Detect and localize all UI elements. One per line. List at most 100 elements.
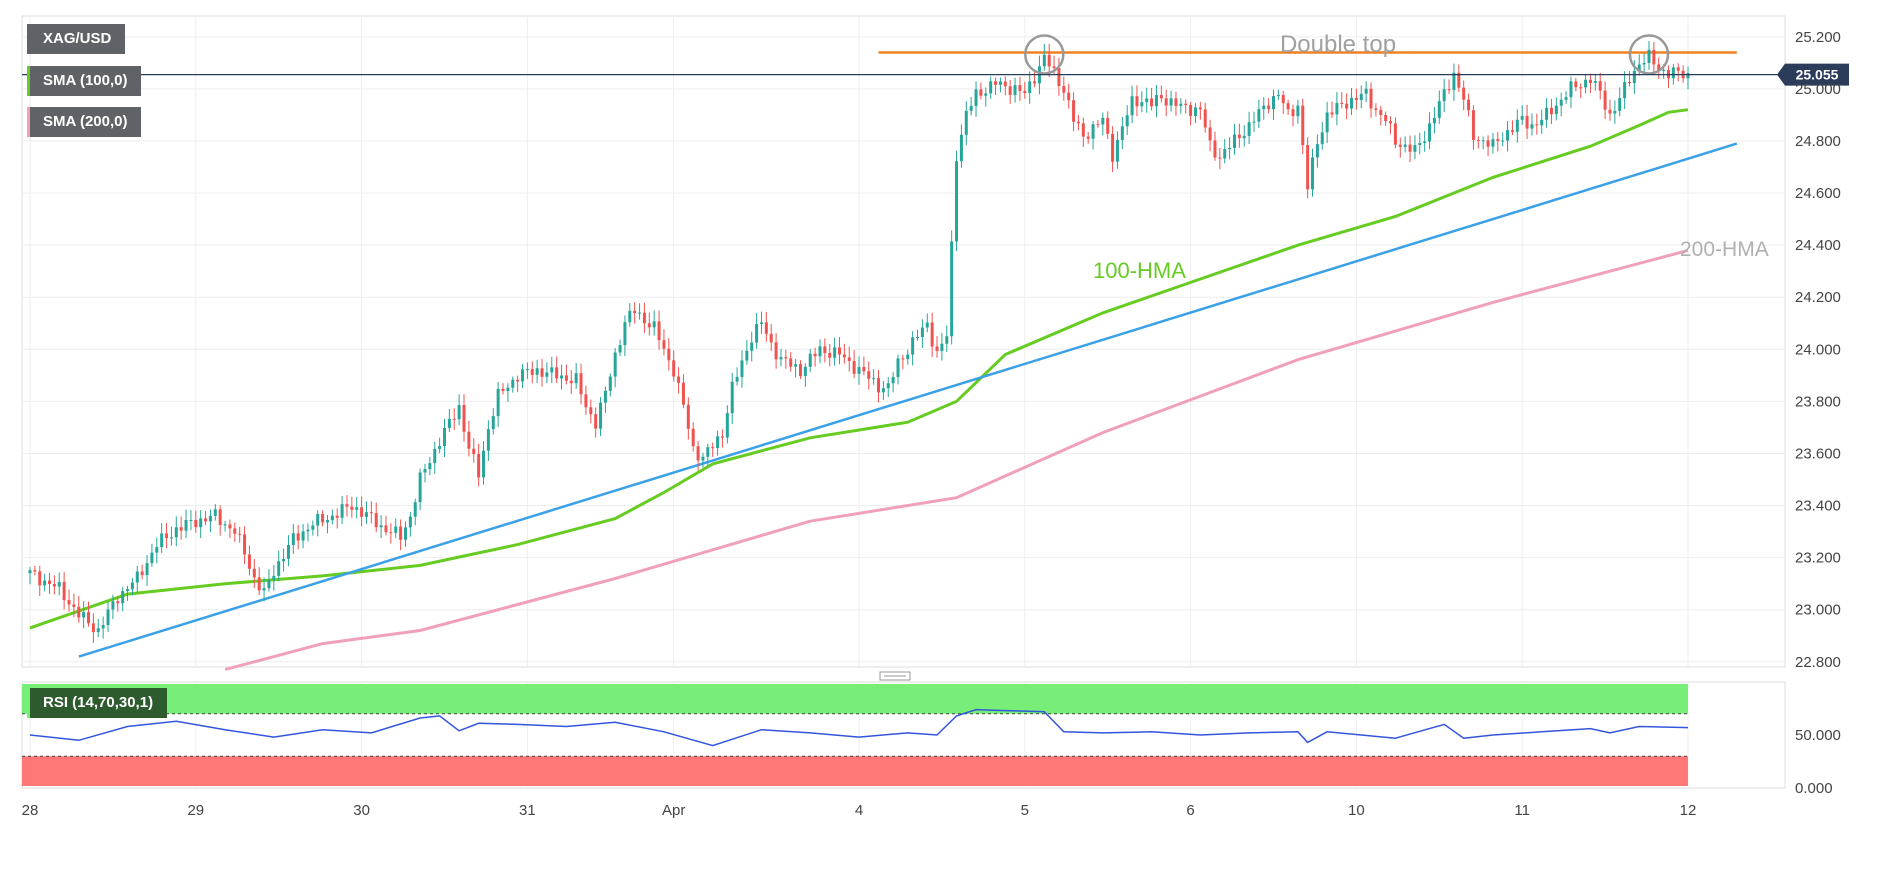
- candle: [979, 82, 983, 100]
- candle: [677, 367, 681, 394]
- candle: [1369, 82, 1373, 118]
- candle: [1311, 148, 1315, 197]
- candle: [257, 567, 261, 596]
- candle-body: [994, 81, 998, 85]
- candle-body: [82, 612, 86, 618]
- candle: [1652, 41, 1656, 74]
- candle-body: [1169, 98, 1173, 106]
- candle: [1306, 137, 1310, 199]
- candle-body: [282, 558, 286, 562]
- candle: [447, 408, 451, 433]
- candle-body: [672, 360, 676, 377]
- candle: [613, 348, 617, 388]
- candle: [560, 364, 564, 390]
- candle: [1364, 81, 1368, 103]
- candle: [233, 522, 237, 543]
- candle-body: [1374, 108, 1378, 110]
- candle-body: [1403, 144, 1407, 147]
- candle-body: [1272, 96, 1275, 110]
- candle: [1115, 131, 1119, 169]
- candle: [833, 337, 837, 366]
- candle-body: [1057, 67, 1061, 87]
- candle: [1423, 130, 1427, 152]
- hma100-label: 100-HMA: [1093, 258, 1186, 283]
- candle: [998, 77, 1002, 93]
- candle-body: [1218, 157, 1222, 159]
- candle-body: [847, 357, 851, 362]
- candle-body: [1515, 119, 1519, 132]
- support-layer: [78, 142, 1738, 658]
- candle: [321, 510, 325, 527]
- candle-body: [1398, 144, 1402, 147]
- candle: [964, 101, 968, 146]
- candle-body: [1237, 134, 1241, 139]
- candle: [1598, 72, 1602, 100]
- candle-body: [1584, 79, 1588, 88]
- sma100-legend[interactable]: SMA (100,0): [27, 66, 142, 96]
- candle-body: [964, 110, 968, 135]
- candle: [111, 594, 115, 619]
- candle-body: [1267, 105, 1271, 110]
- candle-body: [1325, 112, 1329, 133]
- candle: [535, 359, 539, 384]
- candle: [1403, 136, 1407, 153]
- candle: [1042, 43, 1046, 71]
- rsi-legend[interactable]: RSI (14,70,30,1): [27, 688, 168, 718]
- candle: [667, 338, 671, 371]
- candle-body: [1588, 79, 1592, 83]
- candle-body: [667, 348, 671, 361]
- candle: [1418, 132, 1422, 155]
- candle: [681, 374, 685, 409]
- candle-body: [1330, 112, 1334, 115]
- candle: [1301, 98, 1305, 154]
- candle: [764, 311, 768, 342]
- candle: [1135, 85, 1139, 117]
- candle: [1486, 135, 1490, 157]
- candle-body: [1257, 109, 1261, 122]
- candle-body: [1579, 87, 1583, 89]
- candle-body: [457, 405, 461, 420]
- candle-body: [955, 161, 959, 242]
- sma200-legend[interactable]: SMA (200,0): [27, 107, 142, 137]
- candle: [1374, 103, 1378, 117]
- candle: [43, 573, 47, 592]
- candle: [628, 303, 632, 327]
- candle-body: [642, 312, 646, 324]
- candle-body: [920, 327, 924, 337]
- candle-body: [530, 368, 534, 375]
- candle: [847, 346, 851, 372]
- double-top-marker: [1024, 34, 1065, 75]
- candle-body: [940, 343, 944, 351]
- candle: [355, 496, 359, 519]
- candle-body: [794, 364, 798, 367]
- pane-resize-handle[interactable]: [879, 671, 911, 681]
- candle: [945, 325, 949, 353]
- candle-body: [472, 448, 476, 454]
- candle-body: [969, 105, 973, 111]
- candle-body: [998, 81, 1002, 85]
- candle-body: [594, 414, 598, 429]
- symbol-legend[interactable]: XAG/USD: [27, 24, 126, 54]
- candle: [1081, 117, 1085, 147]
- candle-body: [1447, 89, 1451, 91]
- candle: [311, 520, 315, 536]
- candle: [881, 380, 885, 401]
- candle-body: [1047, 54, 1051, 67]
- candle-body: [1457, 72, 1461, 88]
- candle: [1179, 98, 1183, 114]
- candle-body: [394, 526, 398, 533]
- candle-body: [1247, 122, 1251, 136]
- candle: [925, 313, 929, 333]
- candle-body: [467, 431, 471, 449]
- candle: [550, 356, 554, 383]
- y-tick-label: 24.800: [1795, 133, 1841, 150]
- candle-body: [823, 346, 827, 353]
- candle: [169, 526, 173, 546]
- candle: [340, 495, 344, 525]
- candle-body: [482, 450, 486, 478]
- sma200-legend-label: SMA (200,0): [43, 113, 128, 130]
- candle-body: [126, 589, 130, 592]
- candle-body: [696, 446, 700, 461]
- candle: [1033, 70, 1037, 88]
- candle-body: [160, 533, 164, 548]
